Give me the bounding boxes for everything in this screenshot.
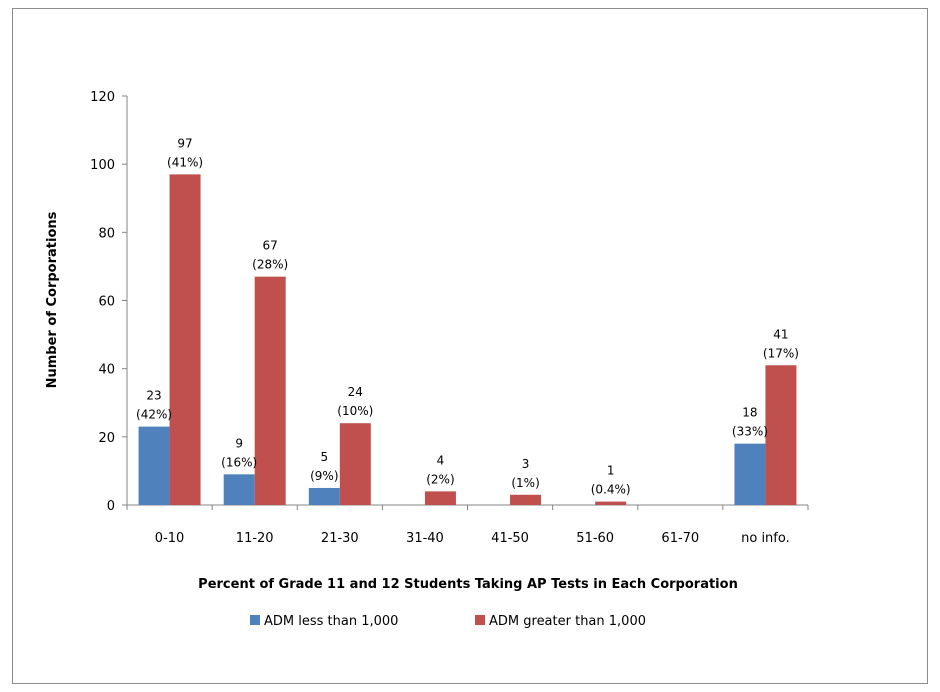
legend: ADM less than 1,000 ADM greater than 1,00…: [250, 614, 646, 629]
data-label-percent: (42%): [136, 408, 172, 422]
bar: [510, 494, 542, 505]
data-label-percent: (41%): [167, 155, 203, 169]
y-axis: 0 20 40 60 80 100 120: [90, 90, 128, 514]
data-label-value: 24: [348, 385, 363, 399]
bar: [254, 276, 286, 505]
y-tick-label: 60: [98, 295, 115, 310]
y-tick-label: 100: [90, 158, 115, 173]
legend-label: ADM greater than 1,000: [489, 614, 646, 629]
data-label-value: 41: [773, 327, 788, 341]
data-label-value: 1: [607, 464, 615, 478]
bar: [308, 487, 340, 505]
bar: [169, 174, 201, 505]
x-axis-title: Percent of Grade 11 and 12 Students Taki…: [198, 577, 738, 592]
chart-frame: [12, 8, 928, 684]
y-tick-label: 80: [98, 226, 115, 241]
data-label-value: 4: [437, 453, 445, 467]
data-label-percent: (0.4%): [591, 483, 631, 497]
y-tick-label: 20: [98, 431, 115, 446]
y-tick-label: 120: [90, 90, 115, 105]
bar: [339, 423, 371, 505]
bar: [424, 491, 456, 505]
data-label-value: 5: [320, 450, 328, 464]
legend-label: ADM less than 1,000: [264, 614, 398, 629]
data-label-value: 18: [742, 406, 757, 420]
x-tick-label: 11-20: [236, 531, 274, 546]
data-label-percent: (16%): [221, 455, 257, 469]
data-label-percent: (9%): [310, 469, 338, 483]
data-label-percent: (17%): [763, 346, 799, 360]
data-label-value: 67: [263, 239, 278, 253]
bars: [138, 174, 797, 505]
x-tick-label: no info.: [741, 531, 790, 546]
x-tick-label: 31-40: [406, 531, 444, 546]
legend-swatch: [250, 615, 260, 625]
x-tick-label: 0-10: [155, 531, 185, 546]
bar: [138, 426, 170, 505]
data-labels: (42%) 23 (16%) 9 (9%) 5 (33%) 18 (41%) 97 (28%) 67 (…: [136, 136, 799, 496]
data-label-value: 9: [235, 436, 243, 450]
y-tick-label: 40: [98, 363, 115, 378]
bar: [595, 501, 627, 505]
bar: [223, 474, 255, 505]
data-label-percent: (2%): [426, 472, 454, 486]
data-label-percent: (10%): [337, 404, 373, 418]
legend-swatch: [475, 615, 485, 625]
data-label-percent: (33%): [732, 425, 768, 439]
x-tick-label: 51-60: [576, 531, 614, 546]
x-axis: 0-10 11-20 21-30 31-40 41-50 51-60 61-70 no inf…: [126, 504, 809, 546]
bar: [734, 443, 766, 505]
data-label-value: 3: [522, 457, 530, 471]
x-tick-label: 61-70: [661, 531, 699, 546]
data-label-value: 23: [146, 389, 161, 403]
data-label-percent: (28%): [252, 258, 288, 272]
y-tick-label: 0: [107, 499, 115, 514]
x-tick-label: 21-30: [321, 531, 359, 546]
x-tick-label: 41-50: [491, 531, 529, 546]
data-label-percent: (1%): [511, 476, 539, 490]
bar: [765, 365, 797, 505]
y-axis-title: Number of Corporations: [45, 211, 60, 388]
data-label-value: 97: [177, 136, 192, 150]
